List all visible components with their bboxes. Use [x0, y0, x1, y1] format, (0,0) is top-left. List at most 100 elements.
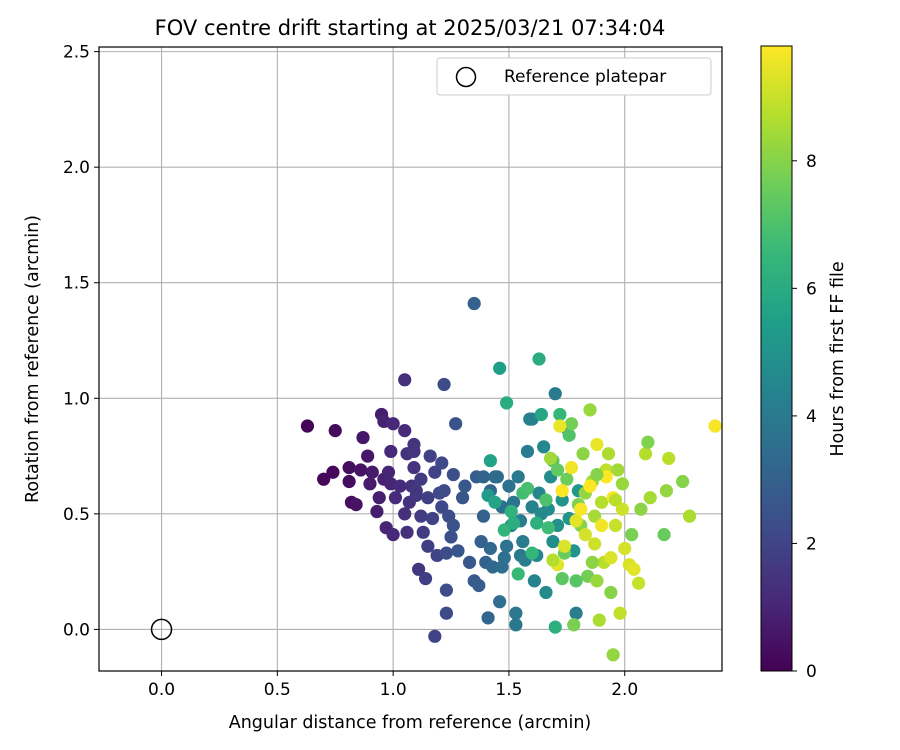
data-point — [421, 539, 435, 553]
data-point — [435, 456, 449, 470]
data-point — [446, 467, 460, 482]
data-point — [625, 528, 639, 542]
data-point — [439, 606, 453, 620]
data-point — [446, 518, 460, 533]
data-point — [509, 606, 523, 620]
data-point — [354, 463, 368, 477]
data-point — [638, 447, 653, 461]
x-axis-ticks: 0.0 0.5 1.0 1.5 2.0 — [148, 671, 638, 700]
data-point — [641, 435, 655, 449]
data-point — [555, 484, 569, 498]
data-point — [553, 407, 567, 422]
data-point — [456, 491, 470, 505]
data-point — [476, 509, 491, 523]
data-point — [594, 495, 609, 509]
data-point — [488, 495, 502, 509]
data-point — [384, 444, 398, 459]
data-point — [449, 417, 463, 431]
data-point — [428, 465, 442, 479]
data-point — [400, 525, 414, 539]
data-point — [613, 606, 627, 620]
y-tick-label: 2.0 — [63, 158, 90, 178]
data-point — [502, 479, 516, 493]
data-point — [418, 571, 433, 586]
data-point — [407, 444, 421, 459]
data-point — [504, 504, 518, 519]
data-point — [590, 574, 604, 588]
data-point — [439, 546, 453, 560]
data-point — [435, 500, 449, 514]
y-axis-label: Rotation from reference (arcmin) — [23, 215, 43, 503]
data-point — [483, 454, 498, 468]
data-point — [365, 465, 379, 479]
data-point — [682, 509, 697, 523]
data-point — [606, 648, 620, 662]
legend-label: Reference platepar — [504, 67, 666, 87]
colorbar-tick-label: 4 — [806, 407, 817, 427]
data-point — [588, 509, 602, 523]
data-point — [525, 500, 539, 514]
x-tick-label: 0.5 — [264, 680, 291, 700]
data-point — [562, 428, 576, 442]
data-point — [407, 461, 421, 475]
reference-point — [150, 618, 173, 641]
data-point — [328, 424, 342, 438]
data-point — [342, 474, 356, 489]
data-point — [342, 461, 356, 475]
data-point — [634, 502, 648, 516]
data-point — [539, 585, 553, 600]
data-point — [583, 479, 597, 493]
y-tick-label: 0.0 — [63, 620, 90, 640]
data-point — [608, 518, 623, 533]
data-point — [409, 484, 423, 498]
data-point — [592, 613, 606, 627]
data-point — [326, 465, 340, 479]
data-point — [300, 419, 315, 433]
y-tick-label: 1.0 — [63, 389, 90, 409]
data-point — [590, 467, 604, 482]
data-point — [511, 567, 525, 581]
data-point — [578, 528, 592, 542]
data-point — [557, 539, 572, 553]
data-point — [416, 525, 430, 539]
data-point — [398, 373, 412, 387]
data-point — [576, 447, 590, 461]
data-point — [544, 451, 558, 465]
data-point — [483, 541, 498, 556]
data-point — [569, 574, 583, 588]
plot-frame — [98, 46, 723, 672]
data-point — [506, 516, 521, 530]
data-point — [493, 361, 507, 375]
data-point — [349, 498, 363, 512]
data-point — [520, 444, 535, 459]
x-tick-label: 2.0 — [611, 680, 638, 700]
data-point — [615, 477, 630, 491]
data-point — [594, 518, 609, 533]
data-point — [412, 562, 426, 576]
data-point — [370, 504, 384, 519]
x-axis-label: Angular distance from reference (arcmin) — [229, 713, 592, 733]
colorbar-label: Hours from first FF file — [828, 261, 848, 456]
data-point — [560, 472, 574, 486]
data-point — [532, 352, 546, 366]
legend-marker-icon — [455, 66, 477, 88]
data-point — [548, 387, 562, 401]
chart-title: FOV centre drift starting at 2025/03/21 … — [155, 16, 666, 40]
data-point — [546, 534, 560, 549]
data-point — [398, 507, 412, 521]
data-point — [569, 606, 583, 620]
data-point — [497, 523, 511, 537]
data-point — [372, 491, 386, 505]
data-point — [444, 530, 458, 544]
data-point — [500, 396, 514, 410]
data-point — [567, 618, 581, 632]
data-point — [546, 553, 560, 567]
colorbar-ticks: 0 2 4 6 8 — [792, 152, 817, 682]
data-point — [553, 419, 567, 433]
data-point — [511, 470, 525, 484]
data-point — [662, 451, 676, 465]
data-point — [604, 551, 618, 565]
data-point — [564, 461, 579, 475]
data-point — [676, 474, 690, 489]
data-point — [541, 521, 555, 535]
